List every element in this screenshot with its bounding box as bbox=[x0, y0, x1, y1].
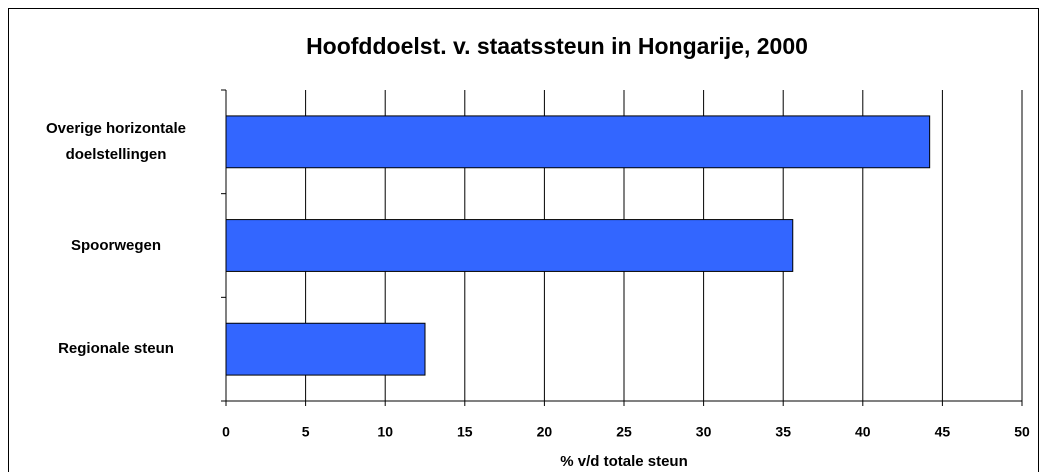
bar bbox=[225, 322, 426, 376]
x-tick-label: 0 bbox=[222, 424, 230, 440]
x-tick-label: 50 bbox=[1014, 424, 1030, 440]
x-tick-label: 20 bbox=[537, 424, 553, 440]
x-tick-label: 35 bbox=[775, 424, 791, 440]
x-tick-label: 40 bbox=[855, 424, 871, 440]
x-tick-label: 45 bbox=[935, 424, 951, 440]
bar bbox=[225, 115, 931, 169]
x-tick-label: 15 bbox=[457, 424, 473, 440]
x-tick-label: 30 bbox=[696, 424, 712, 440]
y-tick-label: Spoorwegen bbox=[70, 236, 161, 254]
bar bbox=[225, 219, 794, 272]
chart-title: Hoofddoelst. v. staatssteun in Hongarije… bbox=[306, 33, 808, 59]
x-axis-label: % v/d totale steun bbox=[560, 453, 688, 470]
x-tick-label: 25 bbox=[616, 424, 632, 440]
x-tick-label: 5 bbox=[302, 424, 310, 440]
y-tick-label: Overige horizontale doelstellingen bbox=[45, 119, 187, 163]
y-tick-label: Regionale steun bbox=[58, 340, 174, 358]
chart-border bbox=[8, 8, 1039, 472]
x-tick-label: 10 bbox=[377, 424, 393, 440]
